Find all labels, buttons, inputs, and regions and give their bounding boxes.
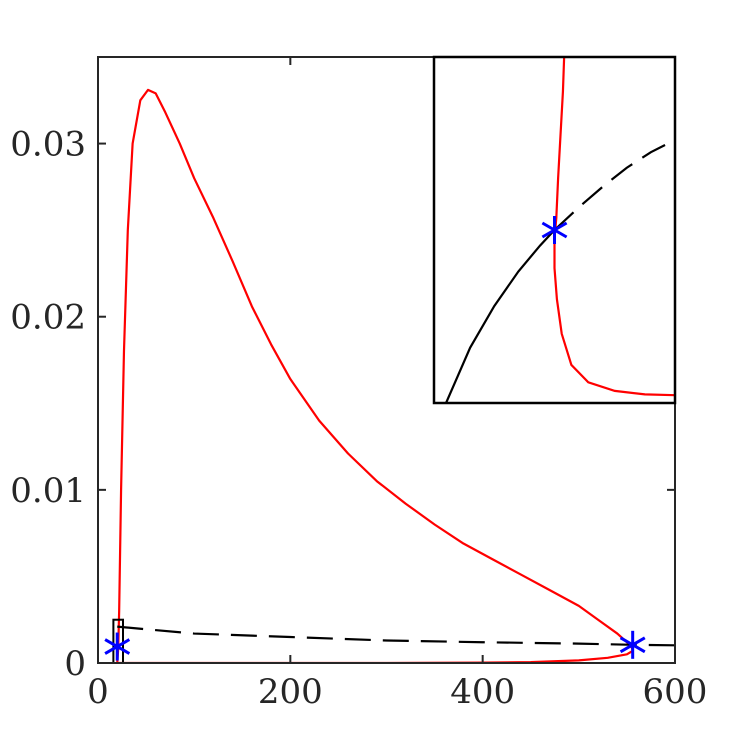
y-tick-label: 0.02 — [10, 298, 86, 338]
axis-tick-labels: 0 200 400 600 0 0.01 0.02 0.03 — [10, 125, 707, 712]
x-tick-label: 0 — [87, 672, 109, 712]
inset-line-2 — [553, 139, 675, 231]
main-plot-series — [116, 88, 675, 663]
equilibrium-marker-1 — [619, 630, 646, 659]
equilibrium-marker-0 — [104, 632, 131, 661]
solid-branch-line-0 — [116, 88, 634, 663]
y-tick-label: 0.03 — [10, 125, 86, 165]
main-plot-markers — [104, 630, 646, 661]
inset-marker-0 — [541, 216, 568, 244]
x-tick-label: 400 — [450, 672, 515, 712]
inset-frame — [432, 55, 677, 405]
inset-line-0 — [553, 57, 675, 397]
inset-series — [445, 57, 675, 403]
x-tick-label: 200 — [258, 672, 323, 712]
dashed-branch-line — [117, 625, 675, 647]
y-tick-label: 0.01 — [10, 471, 86, 511]
inset-line-1 — [445, 229, 556, 403]
x-tick-label: 600 — [643, 672, 708, 712]
y-tick-label: 0 — [64, 644, 86, 684]
inset-zoom-axes — [432, 55, 677, 405]
